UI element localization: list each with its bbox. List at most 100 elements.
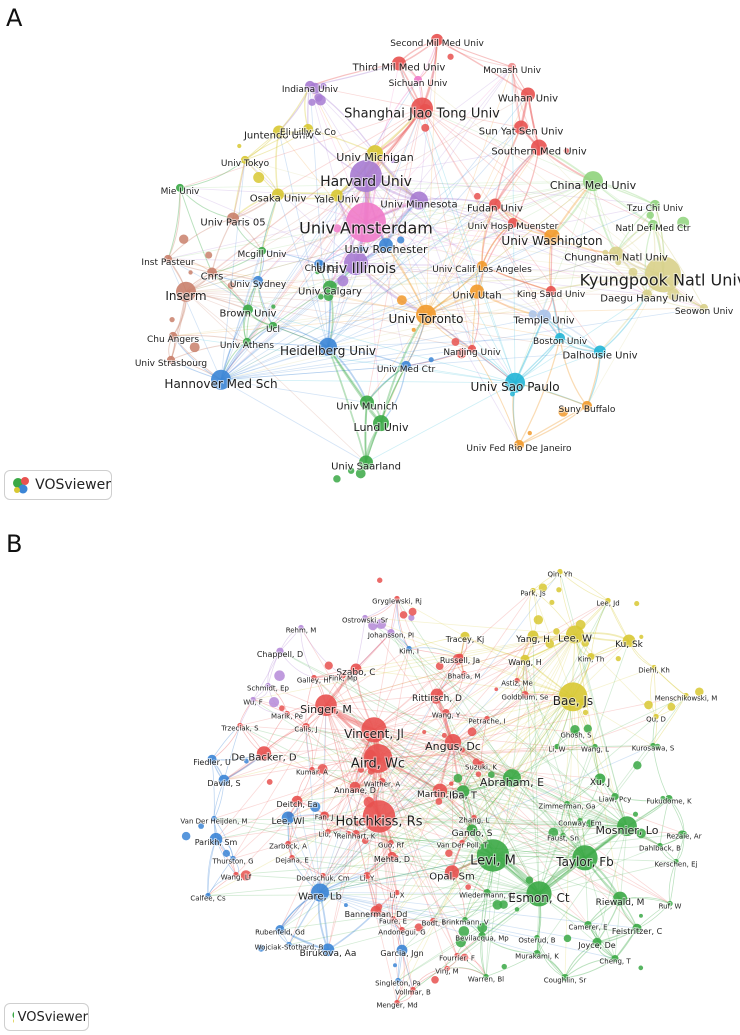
network-link — [364, 617, 576, 635]
label-nanjing-univ: Nanjing Univ — [443, 348, 501, 358]
network-link — [287, 817, 321, 893]
network-link — [179, 187, 357, 264]
node-southern-med-univ — [531, 139, 547, 156]
network-link — [471, 348, 520, 446]
node-andonegui-g — [399, 926, 405, 933]
network-link — [425, 314, 561, 339]
node-esmon-ct — [526, 881, 552, 907]
network-link — [381, 781, 494, 856]
network-link — [355, 200, 420, 264]
node-bhatia-m — [461, 670, 467, 677]
vosviewer-logo-a: VOSviewer — [4, 470, 112, 500]
node-daegu-haany-univ — [642, 289, 652, 300]
network-link — [373, 656, 461, 731]
label-fink-mp: Fink, Mp — [329, 674, 358, 682]
network-node — [548, 827, 559, 838]
network-node — [431, 975, 439, 984]
label-seowon-univ: Seowon Univ — [675, 307, 734, 317]
node-mehta-d — [387, 851, 397, 861]
network-link — [319, 892, 540, 895]
label-bannerman-dd: Bannerman, Dd — [345, 910, 408, 919]
network-link — [220, 200, 420, 381]
network-link — [401, 855, 494, 930]
network-link — [220, 180, 594, 381]
network-link — [574, 634, 601, 779]
network-link — [325, 694, 438, 706]
node-rehm-m — [298, 624, 304, 631]
network-link — [172, 335, 248, 343]
label-vincent-jl: Vincent, Jl — [344, 727, 404, 741]
network-link — [446, 967, 487, 977]
network-link — [319, 571, 561, 893]
network-link — [179, 187, 213, 273]
label-kyungpook-natl-univ: Kyungpook Natl Univ — [580, 271, 740, 290]
network-link — [373, 729, 441, 792]
label-heidelberg-univ: Heidelberg Univ — [280, 344, 376, 358]
network-node — [357, 766, 365, 773]
label-aird-wc: Aird, Wc — [351, 757, 405, 772]
node-singleton-pa — [395, 977, 401, 984]
network-node — [636, 828, 646, 839]
network-link — [418, 39, 438, 201]
network-link — [425, 127, 522, 315]
network-link — [309, 85, 427, 315]
label-bae-js: Bae, Js — [553, 694, 593, 708]
network-link — [652, 695, 687, 746]
network-link — [365, 382, 516, 463]
network-link — [538, 861, 677, 895]
network-link — [511, 777, 661, 846]
network-node — [310, 801, 321, 812]
network-link — [396, 598, 574, 698]
label-annane-d: Annane, D — [334, 786, 376, 795]
network-link — [511, 695, 687, 779]
label-yale-univ: Yale Univ — [313, 195, 359, 206]
network-link — [425, 204, 496, 316]
network-link — [291, 857, 540, 895]
network-link — [329, 180, 594, 288]
network-link — [355, 262, 427, 316]
network-link — [378, 816, 628, 827]
node-vinj-m — [444, 965, 450, 972]
network-link — [614, 796, 670, 802]
network-link — [252, 699, 454, 743]
network-link — [355, 634, 576, 670]
network-link — [425, 94, 529, 315]
network-link — [366, 108, 423, 403]
node-temple-univ — [537, 309, 551, 324]
label-suny-buffalo: Suny Buffalo — [559, 405, 616, 415]
network-link — [365, 365, 407, 463]
node-rubenfeld-gd — [275, 925, 285, 935]
network-link — [391, 696, 574, 857]
network-link — [373, 673, 465, 731]
label-calis-j: Calis, J — [294, 725, 317, 733]
network-link — [494, 127, 522, 205]
network-link — [365, 175, 516, 384]
network-node — [408, 607, 417, 616]
network-link — [532, 571, 561, 591]
network-node — [615, 259, 622, 266]
node-calfee-cs — [205, 892, 211, 899]
label-kumar-a: Kumar, A — [296, 768, 328, 776]
network-node — [528, 310, 537, 319]
network-node — [458, 926, 470, 937]
network-link — [492, 833, 685, 856]
node-joyce-de — [592, 937, 602, 947]
node-ostrowski-sr — [362, 614, 368, 621]
node-astiz-me — [514, 677, 520, 684]
network-labels: Second Mil Med Univ Third Mil Med Univ Mon… — [134, 38, 740, 473]
node-parikh-sm — [209, 832, 223, 846]
network-node — [253, 172, 265, 183]
node-angus-dc — [444, 734, 462, 751]
network-link — [574, 634, 621, 899]
label-indiana-univ: Indiana Univ — [282, 85, 339, 95]
node-van-der-poll-t — [459, 839, 465, 846]
network-link — [511, 659, 526, 779]
network-link — [185, 291, 648, 295]
network-link — [355, 262, 552, 292]
network-link — [288, 892, 321, 945]
label-suzuki-k: Suzuki, K — [465, 763, 497, 771]
label-chu-angers: Chu Angers — [147, 335, 199, 345]
label-mie-univ: Mie Univ — [161, 187, 200, 197]
label-lee-w: Lee, W — [558, 634, 592, 645]
label-li-x: Li, X — [389, 891, 404, 899]
